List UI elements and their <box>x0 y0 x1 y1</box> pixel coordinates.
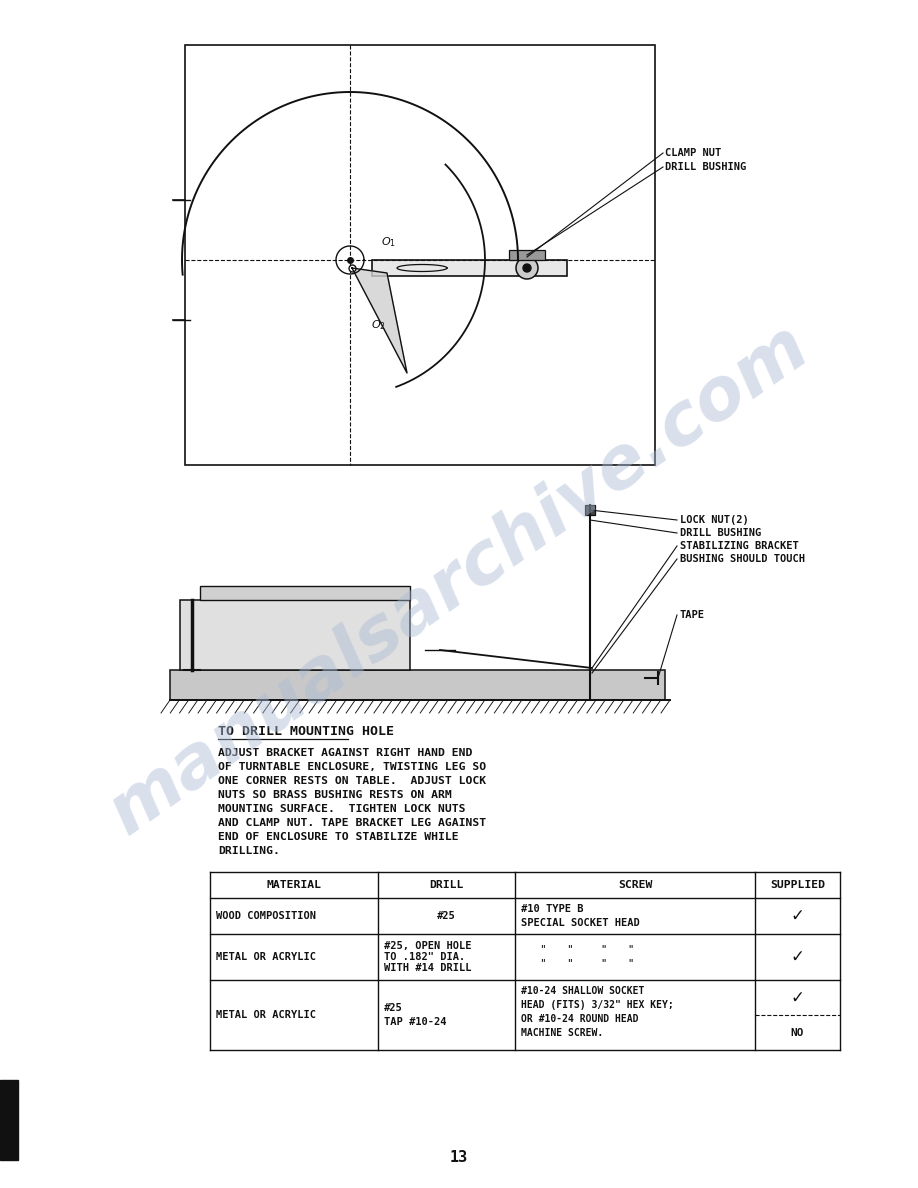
Bar <box>185 45 655 465</box>
Text: END OF ENCLOSURE TO STABILIZE WHILE: END OF ENCLOSURE TO STABILIZE WHILE <box>218 832 459 842</box>
Text: #25: #25 <box>437 911 456 921</box>
Text: #25, OPEN HOLE: #25, OPEN HOLE <box>384 941 472 952</box>
Text: BUSHING SHOULD TOUCH: BUSHING SHOULD TOUCH <box>680 554 805 564</box>
Text: "   "    "   ": " " " " <box>540 944 634 955</box>
Text: ✓: ✓ <box>790 948 804 966</box>
Bar <box>585 505 595 516</box>
Text: $O_2$: $O_2$ <box>371 318 386 331</box>
Text: NUTS SO BRASS BUSHING RESTS ON ARM: NUTS SO BRASS BUSHING RESTS ON ARM <box>218 790 452 800</box>
Text: ✓: ✓ <box>790 906 804 925</box>
Text: NO: NO <box>790 1028 804 1037</box>
Text: "   "    "   ": " " " " <box>540 959 634 969</box>
Text: SCREW: SCREW <box>618 880 652 890</box>
Text: ONE CORNER RESTS ON TABLE.  ADJUST LOCK: ONE CORNER RESTS ON TABLE. ADJUST LOCK <box>218 776 487 786</box>
Text: AND CLAMP NUT. TAPE BRACKET LEG AGAINST: AND CLAMP NUT. TAPE BRACKET LEG AGAINST <box>218 819 487 828</box>
Text: CLAMP NUT: CLAMP NUT <box>665 148 722 158</box>
Text: TAP #10-24: TAP #10-24 <box>384 1017 446 1026</box>
Bar <box>180 600 410 670</box>
Text: WOOD COMPOSITION: WOOD COMPOSITION <box>216 911 316 921</box>
Text: MACHINE SCREW.: MACHINE SCREW. <box>521 1028 603 1038</box>
Circle shape <box>523 264 531 272</box>
Text: DRILL BUSHING: DRILL BUSHING <box>680 527 761 538</box>
Text: DRILL BUSHING: DRILL BUSHING <box>665 162 746 172</box>
Text: METAL OR ACRYLIC: METAL OR ACRYLIC <box>216 1010 316 1020</box>
Polygon shape <box>352 268 407 373</box>
Text: TAPE: TAPE <box>680 609 705 620</box>
Text: TO DRILL MOUNTING HOLE: TO DRILL MOUNTING HOLE <box>218 725 394 738</box>
Text: OR #10-24 ROUND HEAD: OR #10-24 ROUND HEAD <box>521 1015 639 1024</box>
Text: MOUNTING SURFACE.  TIGHTEN LOCK NUTS: MOUNTING SURFACE. TIGHTEN LOCK NUTS <box>218 804 465 814</box>
Text: $O_1$: $O_1$ <box>380 235 396 249</box>
Text: TO .182" DIA.: TO .182" DIA. <box>384 952 465 962</box>
Text: 13: 13 <box>450 1150 468 1165</box>
Text: #25: #25 <box>384 1003 403 1013</box>
Text: manualsarchive.com: manualsarchive.com <box>96 311 822 848</box>
Circle shape <box>516 257 538 279</box>
Text: WITH #14 DRILL: WITH #14 DRILL <box>384 963 472 973</box>
Text: SUPPLIED: SUPPLIED <box>770 880 825 890</box>
Text: MATERIAL: MATERIAL <box>266 880 321 890</box>
Text: DRILL: DRILL <box>430 880 464 890</box>
Text: STABILIZING BRACKET: STABILIZING BRACKET <box>680 541 799 551</box>
Bar <box>200 586 410 600</box>
Text: HEAD (FITS) 3/32" HEX KEY;: HEAD (FITS) 3/32" HEX KEY; <box>521 1000 674 1010</box>
Text: DRILLING.: DRILLING. <box>218 846 280 857</box>
Text: METAL OR ACRYLIC: METAL OR ACRYLIC <box>216 952 316 962</box>
Bar <box>0 1080 18 1159</box>
Bar <box>372 260 567 276</box>
Text: #10 TYPE B: #10 TYPE B <box>521 904 584 914</box>
Text: ✓: ✓ <box>790 988 804 1006</box>
Text: LOCK NUT(2): LOCK NUT(2) <box>680 516 749 525</box>
Bar <box>170 670 665 700</box>
Text: OF TURNTABLE ENCLOSURE, TWISTING LEG SO: OF TURNTABLE ENCLOSURE, TWISTING LEG SO <box>218 762 487 772</box>
Bar <box>509 249 545 260</box>
Text: #10-24 SHALLOW SOCKET: #10-24 SHALLOW SOCKET <box>521 986 644 996</box>
Text: SPECIAL SOCKET HEAD: SPECIAL SOCKET HEAD <box>521 918 640 928</box>
Text: ADJUST BRACKET AGAINST RIGHT HAND END: ADJUST BRACKET AGAINST RIGHT HAND END <box>218 748 473 758</box>
